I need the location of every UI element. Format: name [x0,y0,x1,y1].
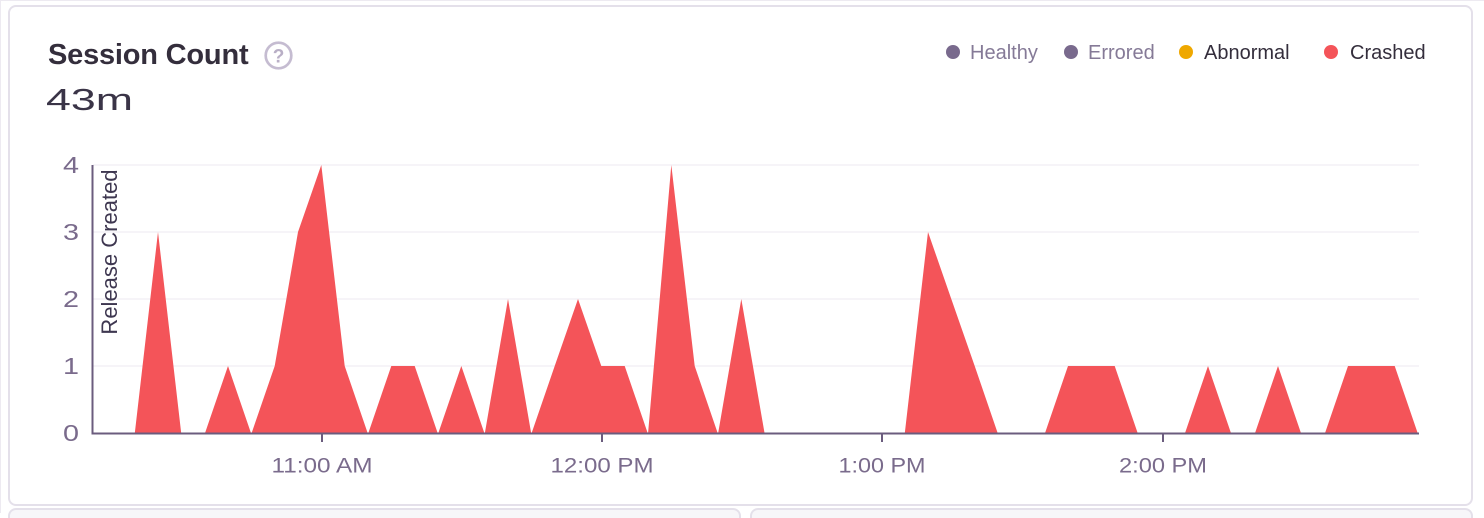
svg-text:1:00 PM: 1:00 PM [839,454,926,478]
svg-text:?: ? [273,46,285,67]
svg-text:0: 0 [63,420,79,446]
svg-text:11:00 AM: 11:00 AM [272,454,373,478]
svg-text:2: 2 [63,286,79,312]
svg-text:12:00 PM: 12:00 PM [551,454,654,478]
svg-text:43m: 43m [46,82,133,116]
svg-text:2:00 PM: 2:00 PM [1119,454,1207,478]
svg-text:1: 1 [63,353,79,379]
svg-text:3: 3 [63,219,79,245]
svg-text:4: 4 [63,152,79,178]
